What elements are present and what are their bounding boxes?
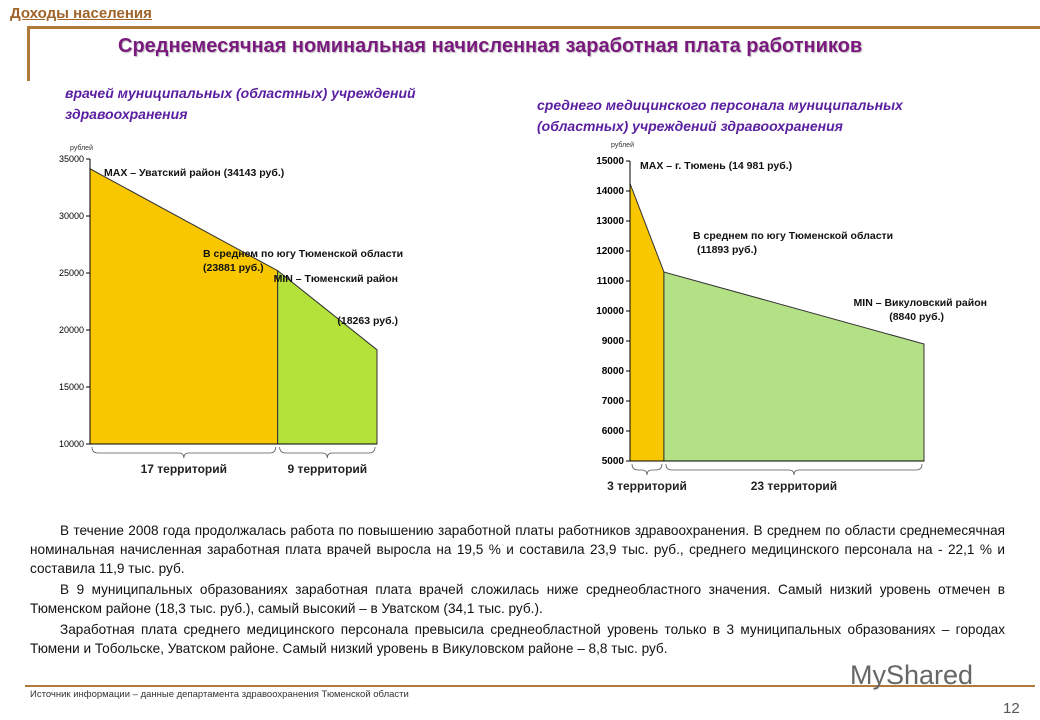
page-title: Среднемесячная номинальная начисленная з… [118, 35, 863, 57]
annotation-min2: (18263 руб.) [337, 315, 398, 327]
annotation-max: MAX – Уватский район (34143 руб.) [104, 167, 284, 179]
annotation-avg1: В среднем по югу Тюменской области [203, 248, 403, 260]
annotation-min1: MIN – Викуловский район [854, 297, 987, 309]
brace [91, 446, 277, 459]
area-segment [89, 167, 279, 445]
paragraph: В 9 муниципальных образованиях заработна… [30, 582, 1005, 616]
annotation-avg2: (11893 руб.) [697, 244, 757, 256]
body-text: В течение 2008 года продолжалась работа … [30, 521, 1005, 658]
annotation-min2: (8840 руб.) [889, 311, 944, 323]
source-note: Источник информации – данные департамент… [30, 689, 409, 700]
y-tick-label: 12000 [596, 246, 624, 257]
annotation-min1: MIN – Тюменский район [274, 273, 398, 285]
y-tick-label: 10000 [596, 306, 624, 317]
y-tick-label: 6000 [602, 426, 625, 437]
paragraph: Заработная плата среднего медицинского п… [30, 622, 1005, 656]
y-axis-label: рублей [70, 144, 93, 152]
segment-label: 23 территорий [751, 479, 837, 493]
brace [665, 463, 923, 476]
chart2-subtitle: среднего медицинского персонала муниципа… [537, 97, 903, 134]
y-tick-label: 30000 [59, 211, 84, 221]
watermark: MyShared [850, 660, 974, 690]
y-tick-label: 5000 [602, 456, 625, 467]
y-tick-label: 10000 [59, 439, 84, 449]
page-number: 12 [1003, 700, 1020, 717]
y-tick-label: 8000 [602, 366, 625, 377]
paragraph: В течение 2008 года продолжалась работа … [30, 523, 1005, 576]
footer-divider [25, 685, 1035, 687]
y-tick-label: 35000 [59, 154, 84, 164]
title-frame [27, 26, 1040, 81]
annotation-avg2: (23881 руб.) [203, 262, 264, 274]
y-tick-label: 15000 [596, 156, 624, 167]
y-tick-label: 13000 [596, 216, 624, 227]
y-axis-label: рублей [611, 141, 634, 149]
y-tick-label: 11000 [597, 276, 625, 287]
y-tick-label: 25000 [59, 268, 84, 278]
y-tick-label: 20000 [59, 325, 84, 335]
area-segment [629, 183, 665, 462]
segment-label: 9 территорий [287, 462, 367, 476]
y-tick-label: 15000 [59, 382, 84, 392]
annotation-avg1: В среднем по югу Тюменской области [693, 230, 893, 242]
segment-label: 17 территорий [141, 462, 227, 476]
brace [279, 446, 376, 459]
area-segment [277, 269, 378, 445]
y-tick-label: 9000 [602, 336, 625, 347]
brace [631, 463, 663, 476]
y-tick-label: 7000 [602, 396, 625, 407]
chart1-subtitle: врачей муниципальных (областных) учрежде… [65, 85, 416, 122]
annotation-max: MAX – г. Тюмень (14 981 руб.) [640, 160, 792, 172]
section-link[interactable]: Доходы населения [10, 5, 152, 22]
segment-label: 3 территорий [607, 479, 687, 493]
y-tick-label: 14000 [596, 186, 624, 197]
